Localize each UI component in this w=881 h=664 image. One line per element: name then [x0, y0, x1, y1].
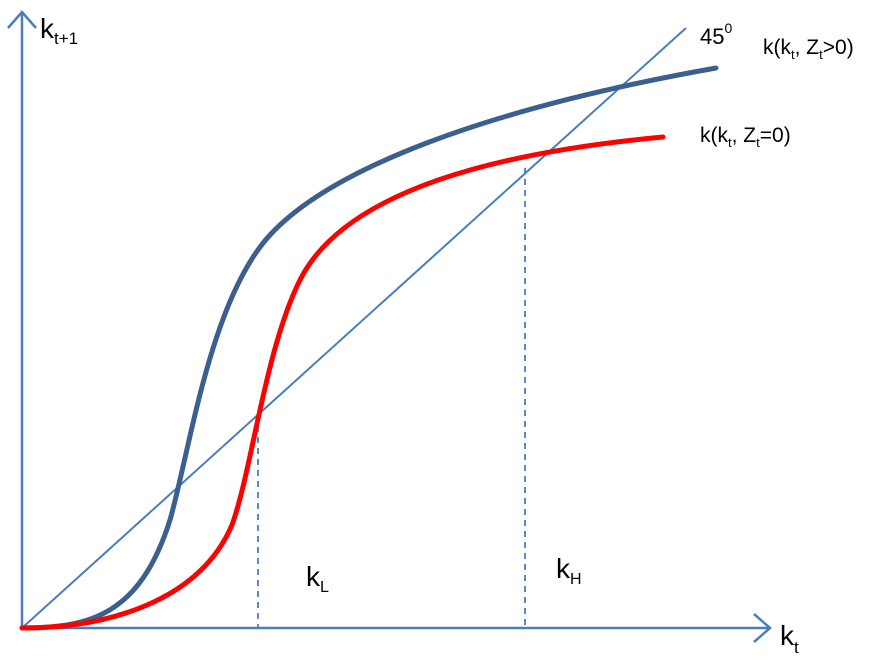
curve-high-label-sub2: t: [819, 47, 823, 62]
curve-low-z-zero: [19, 134, 666, 631]
forty-five-degree-label: 450: [700, 20, 732, 49]
x-axis-arrowhead: [753, 613, 772, 643]
x-axis-label-subscript: t: [794, 638, 799, 657]
x-axis: [22, 613, 772, 643]
forty-five-degree-number: 45: [700, 24, 724, 49]
curve-low-label: k(kt, Zt=0): [700, 124, 791, 150]
k-low-label-subscript: L: [320, 579, 329, 596]
curve-high-label-part1: k(k: [763, 36, 791, 59]
k-low-label: kL: [306, 561, 329, 596]
degree-superscript: 0: [724, 20, 732, 36]
forty-five-degree-line: [21, 27, 687, 629]
x-axis-label-base: k: [780, 620, 795, 651]
curve-high-z-positive: [19, 65, 719, 631]
k-high-label-subscript: H: [570, 571, 582, 588]
y-axis-arrowhead: [7, 10, 37, 29]
y-axis-label-base: k: [40, 13, 55, 44]
curve-high-label-part3: >0): [823, 36, 854, 59]
k-high-label-base: k: [556, 553, 571, 584]
curve-low-label-part1: k(k: [700, 124, 728, 147]
curve-high-label: k(kt, Zt>0): [763, 36, 854, 62]
curve-high-label-part2: , Z: [795, 36, 820, 59]
y-axis-label: kt+1: [40, 13, 78, 48]
curve-low-label-sub1: t: [728, 135, 732, 150]
y-axis-label-subscript: t+1: [54, 29, 78, 48]
curve-low-label-part3: =0): [760, 124, 791, 147]
k-low-label-base: k: [306, 561, 321, 592]
curve-low-label-sub2: t: [756, 135, 760, 150]
curve-low-label-part2: , Z: [732, 124, 757, 147]
curve-high-label-sub1: t: [791, 47, 795, 62]
y-axis: [7, 10, 37, 628]
x-axis-label: kt: [780, 620, 799, 657]
k-high-label: kH: [556, 553, 582, 588]
